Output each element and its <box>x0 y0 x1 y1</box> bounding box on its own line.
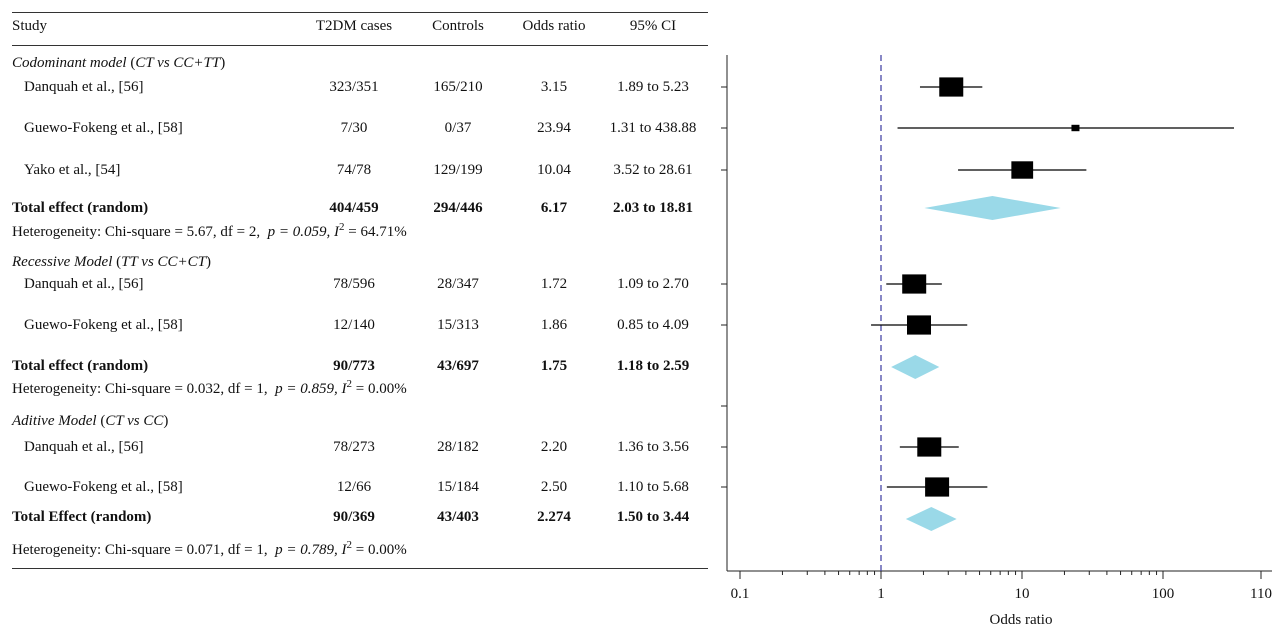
cell-or: 3.15 <box>540 79 568 95</box>
pooled-diamond <box>891 355 940 379</box>
x-axis-label: Odds ratio <box>990 612 1053 628</box>
table-header-rule <box>12 45 708 46</box>
cell-cases: 323/351 <box>329 79 379 95</box>
total-ci: 2.03 to 18.81 <box>613 200 693 216</box>
cell-or: 23.94 <box>537 120 571 136</box>
cell-cases: 12/140 <box>333 317 375 333</box>
cell-or: 10.04 <box>537 162 571 178</box>
cell-cases: 7/30 <box>340 120 368 136</box>
table-bottom-rule <box>12 568 708 569</box>
heterogeneity-text: Heterogeneity: Chi-square = 0.071, df = … <box>12 539 407 558</box>
cell-controls: 15/313 <box>437 317 479 333</box>
cell-ci: 1.31 to 438.88 <box>609 120 697 136</box>
cell-or: 2.50 <box>540 479 568 495</box>
cell-ci: 0.85 to 4.09 <box>617 317 689 333</box>
total-cases: 404/459 <box>329 200 379 216</box>
plot-marks <box>871 77 1234 531</box>
cell-cases: 78/273 <box>333 439 375 455</box>
total-cases: 90/369 <box>333 509 375 525</box>
cell-ci: 3.52 to 28.61 <box>613 162 693 178</box>
table-row: Yako et al., [54] <box>24 162 121 178</box>
study-marker <box>902 274 927 294</box>
study-table: Study T2DM cases Controls Odds ratio 95%… <box>12 12 708 569</box>
total-cases: 90/773 <box>333 358 375 374</box>
total-ci: 1.18 to 2.59 <box>616 358 690 374</box>
total-row-label: Total effect (random) <box>12 358 149 374</box>
x-tick-label: 0.1 <box>731 586 750 602</box>
table-row: Guewo-Fokeng et al., [58] <box>24 479 183 495</box>
cell-controls: 28/347 <box>437 276 479 292</box>
cell-controls: 15/184 <box>437 479 479 495</box>
pooled-diamond <box>905 507 957 531</box>
cell-ci: 1.36 to 3.56 <box>617 439 689 455</box>
section-title-codominant: Codominant model (CT vs CC+TT) <box>12 55 226 71</box>
pooled-diamond <box>924 196 1061 220</box>
header-study: Study <box>12 18 48 34</box>
cell-controls: 165/210 <box>433 79 483 95</box>
total-controls: 43/697 <box>437 358 479 374</box>
cell-ci: 1.09 to 2.70 <box>617 276 689 292</box>
cell-cases: 78/596 <box>333 276 375 292</box>
cell-or: 1.86 <box>540 317 568 333</box>
study-marker <box>925 477 950 497</box>
study-marker <box>1011 161 1034 179</box>
header-controls: Controls <box>432 18 484 34</box>
header-odds-ratio: Odds ratio <box>522 18 586 34</box>
cell-controls: 0/37 <box>444 120 472 136</box>
cell-or: 1.72 <box>540 276 568 292</box>
plot-axes: 0.1 1 10 100 110 <box>721 55 1272 602</box>
cell-cases: 74/78 <box>336 162 372 178</box>
study-marker <box>917 437 942 457</box>
table-row: Danquah et al., [56] <box>24 79 144 95</box>
study-marker <box>939 77 964 97</box>
total-or: 6.17 <box>540 200 568 216</box>
section-title-aditive: Aditive Model (CT vs CC) <box>12 413 169 429</box>
total-row-label: Total Effect (random) <box>12 509 152 525</box>
header-ci: 95% CI <box>629 18 677 34</box>
cell-controls: 129/199 <box>433 162 483 178</box>
cell-ci: 1.10 to 5.68 <box>617 479 689 495</box>
total-row-label: Total effect (random) <box>12 200 149 216</box>
x-tick-label: 1 <box>877 586 885 602</box>
header-cases: T2DM cases <box>315 18 393 34</box>
x-tick-label: 10 <box>1015 586 1030 602</box>
table-row: Guewo-Fokeng et al., [58] <box>24 317 183 333</box>
total-controls: 294/446 <box>433 200 483 216</box>
heterogeneity-text: Heterogeneity: Chi-square = 5.67, df = 2… <box>12 221 407 240</box>
total-controls: 43/403 <box>437 509 479 525</box>
x-tick-label: 100 <box>1152 586 1175 602</box>
study-marker <box>1071 124 1080 132</box>
cell-or: 2.20 <box>540 439 568 455</box>
x-tick-label: 110 <box>1250 586 1272 602</box>
heterogeneity-text: Heterogeneity: Chi-square = 0.032, df = … <box>12 378 407 397</box>
table-row: Danquah et al., [56] <box>24 276 144 292</box>
table-row: Guewo-Fokeng et al., [58] <box>24 120 183 136</box>
cell-ci: 1.89 to 5.23 <box>617 79 689 95</box>
cell-controls: 28/182 <box>437 439 479 455</box>
total-ci: 1.50 to 3.44 <box>616 509 690 525</box>
cell-cases: 12/66 <box>336 479 372 495</box>
study-marker <box>907 315 932 335</box>
total-or: 1.75 <box>540 358 568 374</box>
total-or: 2.274 <box>537 509 571 525</box>
table-row: Danquah et al., [56] <box>24 439 144 455</box>
table-top-rule <box>12 12 708 13</box>
section-title-recessive: Recessive Model (TT vs CC+CT) <box>12 254 212 270</box>
